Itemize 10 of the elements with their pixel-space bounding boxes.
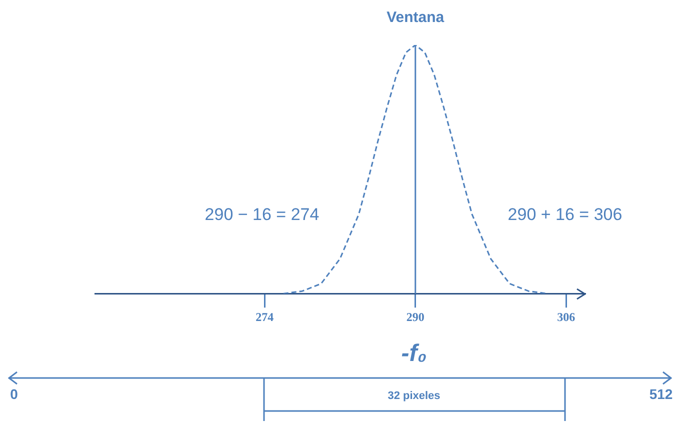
annotation: 290 − 16 = 274 xyxy=(204,205,320,225)
x-tick-label: 274 xyxy=(256,310,274,324)
x-tick-label: 290 xyxy=(406,310,424,324)
text: 32 pixeles xyxy=(388,390,440,402)
text: 512 xyxy=(649,386,673,402)
text: 0 xyxy=(10,386,18,402)
annotation: 290 + 16 = 306 xyxy=(508,205,622,225)
text: -f₀ xyxy=(401,340,427,368)
chart-title: Ventana xyxy=(386,9,445,26)
x-tick-label: 306 xyxy=(557,310,576,324)
